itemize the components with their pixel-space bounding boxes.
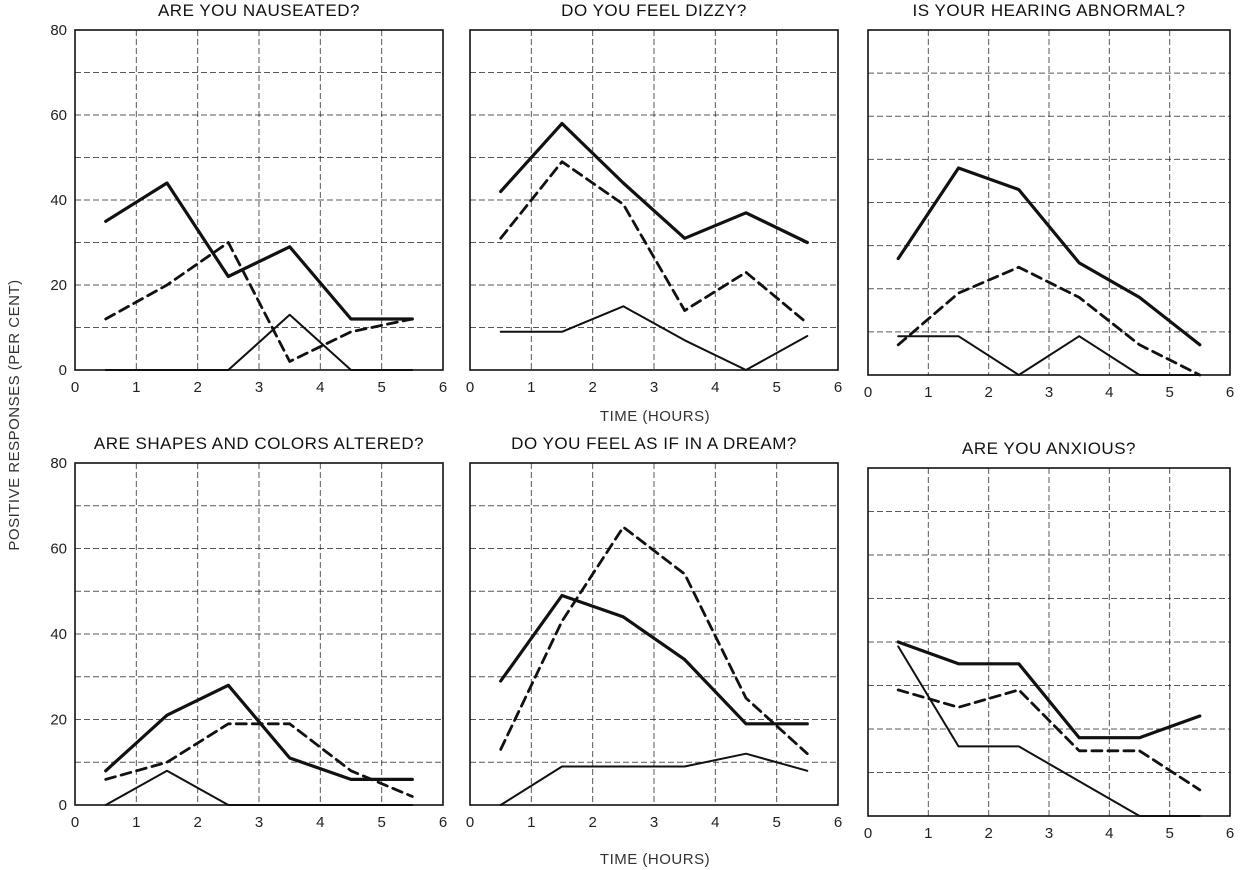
series-line-dashed [499, 160, 809, 325]
x-tick-label: 3 [255, 379, 263, 396]
x-tick-label: 6 [439, 814, 447, 831]
x-tick-label: 0 [466, 379, 474, 396]
series-line-dashed [896, 265, 1202, 377]
x-tick-label: 5 [1165, 825, 1173, 842]
series-line-thick-solid [896, 640, 1202, 740]
y-tick-label: 20 [50, 277, 67, 294]
panel-title: ARE YOU NAUSEATED? [158, 1, 360, 20]
y-tick-label: 40 [50, 192, 67, 209]
x-tick-label: 1 [527, 379, 535, 396]
x-tick-label: 3 [650, 814, 658, 831]
x-axis-label-top: TIME (HOURS) [600, 408, 710, 425]
x-tick-label: 2 [588, 814, 596, 831]
series-line-thick-solid [499, 121, 809, 245]
y-tick-label: 60 [50, 541, 67, 558]
chart-panel: ARE YOU ANXIOUS? 0 1 2 3 4 5 6 [864, 439, 1234, 842]
x-tick-label: 2 [193, 379, 201, 396]
x-tick-label: 0 [466, 814, 474, 831]
series-line-thick-solid [104, 181, 414, 321]
x-tick-label: 3 [255, 814, 263, 831]
x-tick-label: 1 [924, 384, 932, 401]
chart-panel: ARE SHAPES AND COLORS ALTERED?0 1 2 3 4 5 6020… [50, 434, 447, 831]
x-tick-label: 2 [984, 384, 992, 401]
x-tick-label: 0 [71, 814, 79, 831]
series-line-dashed [104, 722, 414, 798]
y-tick-label: 0 [59, 362, 67, 379]
x-tick-label: 5 [377, 814, 385, 831]
series-line-thick-solid [896, 166, 1202, 347]
x-tick-label: 0 [864, 825, 872, 842]
x-tick-label: 5 [772, 814, 780, 831]
x-tick-label: 6 [834, 379, 842, 396]
x-tick-label: 1 [924, 825, 932, 842]
x-tick-label: 2 [193, 814, 201, 831]
y-tick-label: 0 [59, 797, 67, 814]
panel-title: IS YOUR HEARING ABNORMAL? [913, 1, 1186, 20]
series-line-dashed [896, 688, 1202, 792]
panel-title: DO YOU FEEL DIZZY? [561, 1, 747, 20]
plot-frame [867, 467, 1231, 817]
chart-panel: IS YOUR HEARING ABNORMAL? 0 1 2 3 4 5 6 [864, 1, 1234, 401]
panel-title: ARE SHAPES AND COLORS ALTERED? [94, 434, 424, 453]
series-line-thin-solid [499, 305, 809, 371]
x-tick-label: 1 [527, 814, 535, 831]
y-axis-label: POSITIVE RESPONSES (PER CENT) [6, 279, 23, 550]
y-tick-label: 20 [50, 712, 67, 729]
series-line-thick-solid [104, 683, 414, 782]
x-tick-label: 4 [711, 814, 719, 831]
y-tick-label: 80 [50, 22, 67, 39]
series-line-thin-solid [104, 313, 414, 371]
x-tick-label: 3 [1045, 825, 1053, 842]
x-tick-label: 3 [1045, 384, 1053, 401]
x-tick-label: 0 [864, 384, 872, 401]
x-tick-label: 4 [1105, 384, 1113, 401]
y-tick-label: 80 [50, 455, 67, 472]
plot-frame [867, 29, 1231, 376]
x-tick-label: 6 [1226, 384, 1234, 401]
x-tick-label: 0 [71, 379, 79, 396]
x-tick-label: 2 [984, 825, 992, 842]
series-line-thin-solid [499, 752, 809, 806]
series-line-thick-solid [499, 593, 809, 726]
x-tick-label: 4 [711, 379, 719, 396]
x-tick-label: 4 [316, 379, 324, 396]
series-line-dashed [104, 241, 414, 363]
series-line-thin-solid [104, 769, 414, 806]
x-tick-label: 5 [1165, 384, 1173, 401]
x-tick-label: 6 [1226, 825, 1234, 842]
panel-title: ARE YOU ANXIOUS? [962, 439, 1136, 458]
plot-frame [469, 29, 839, 371]
y-tick-label: 60 [50, 107, 67, 124]
panel-title: DO YOU FEEL AS IF IN A DREAM? [511, 434, 797, 453]
x-tick-label: 1 [132, 814, 140, 831]
x-tick-label: 3 [650, 379, 658, 396]
series-line-dashed [499, 525, 809, 756]
plot-frame [469, 462, 839, 806]
x-axis-label-bottom: TIME (HOURS) [600, 851, 710, 868]
x-tick-label: 1 [132, 379, 140, 396]
series-line-thin-solid [897, 645, 1201, 817]
x-tick-label: 6 [439, 379, 447, 396]
x-tick-label: 4 [316, 814, 324, 831]
chart-panel: DO YOU FEEL AS IF IN A DREAM? 0 1 2 3 4 5 6 [466, 434, 842, 831]
chart-panel: DO YOU FEEL DIZZY? 0 1 2 3 4 5 6 [466, 1, 842, 396]
y-tick-label: 40 [50, 626, 67, 643]
plot-frame [74, 29, 444, 371]
x-tick-label: 5 [772, 379, 780, 396]
x-tick-label: 5 [377, 379, 385, 396]
x-tick-label: 4 [1105, 825, 1113, 842]
x-tick-label: 2 [588, 379, 596, 396]
x-tick-label: 6 [834, 814, 842, 831]
series-line-thin-solid [897, 335, 1201, 376]
